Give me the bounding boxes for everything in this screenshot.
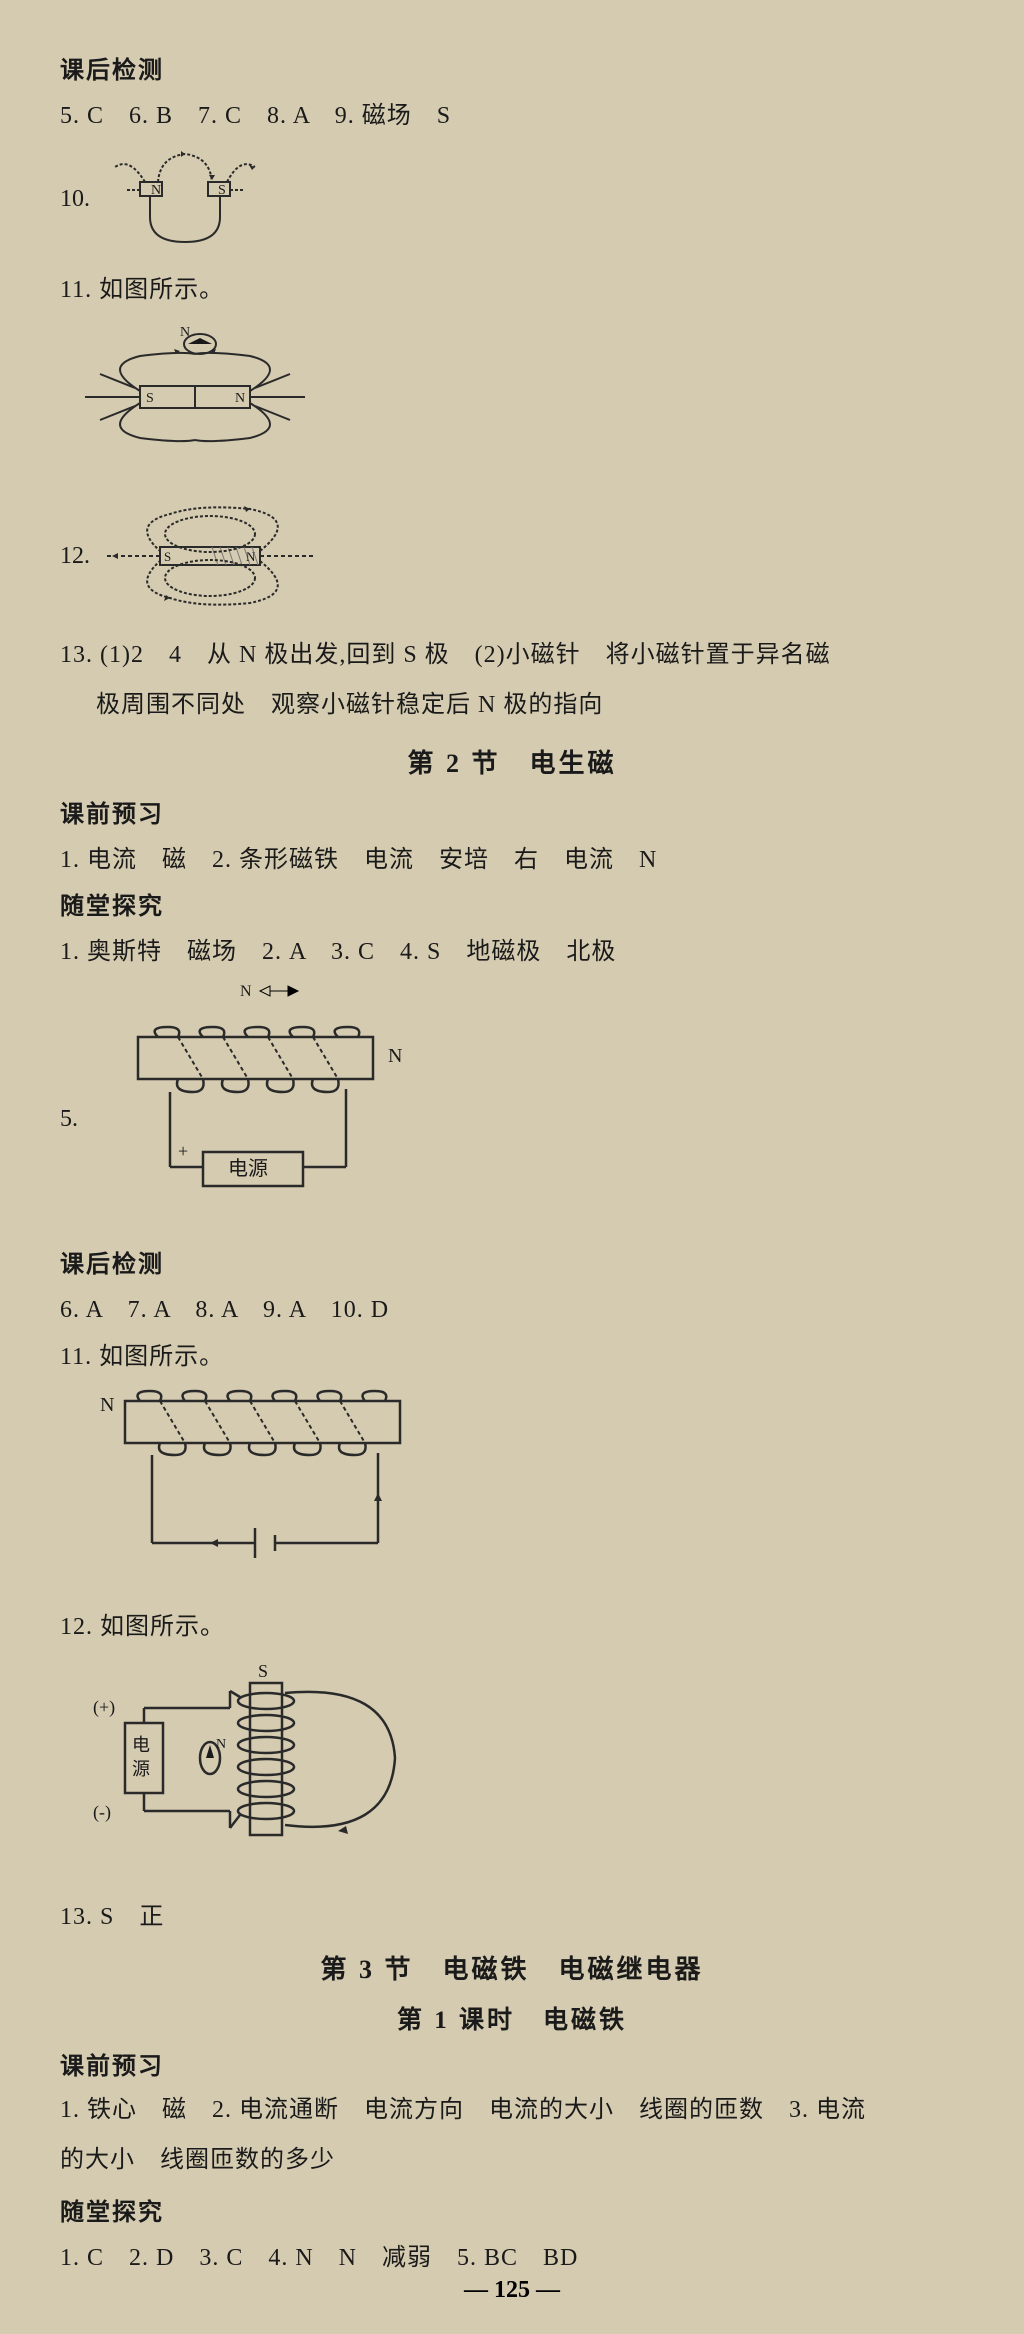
figure-12b-solenoid-loop: 电 源 (+) (-) S — [90, 1653, 430, 1878]
section3-pre-1: 1. 铁心 磁 2. 电流通断 电流方向 电流的大小 线圈的匝数 3. 电流 — [60, 2091, 964, 2129]
answers-6-10: 6. A 7. A 8. A 9. A 10. D — [60, 1289, 964, 1324]
section3-title: 第 3 节 电磁铁 电磁继电器 — [60, 1949, 964, 1986]
figure-5-solenoid: N 电源 + — [88, 1007, 428, 1232]
svg-text:N: N — [240, 983, 252, 1000]
section2-inclass-heading: 随堂探究 — [60, 886, 964, 921]
svg-text:N: N — [180, 325, 190, 340]
svg-text:N: N — [235, 391, 245, 406]
section1-heading: 课后检测 — [60, 50, 964, 85]
section3-pre-heading: 课前预习 — [60, 2046, 964, 2081]
svg-text:N: N — [216, 1737, 226, 1752]
item-12b-text: 12. 如图所示。 — [60, 1606, 964, 1641]
svg-text:S: S — [146, 391, 154, 406]
svg-text:S: S — [258, 1661, 268, 1681]
section2-pre-heading: 课前预习 — [60, 794, 964, 829]
figure-11-bar-magnet: S N N — [80, 316, 310, 471]
item-13b: 13. S 正 — [60, 1896, 964, 1931]
item-13-line2: 极周围不同处 观察小磁针稳定后 N 极的指向 — [60, 686, 964, 724]
svg-text:S: S — [164, 549, 171, 564]
compass-icon: N — [240, 978, 300, 1008]
item-5-number: 5. — [60, 1106, 78, 1133]
svg-text:电: 电 — [132, 1735, 150, 1755]
item-10-number: 10. — [60, 186, 90, 213]
page-number: — 125 — — [0, 2277, 1024, 2304]
item-12-number: 12. — [60, 543, 90, 570]
answers-5-9: 5. C 6. B 7. C 8. A 9. 磁场 S — [60, 95, 964, 130]
svg-text:N: N — [388, 1045, 402, 1067]
item-11-text: 11. 如图所示。 — [60, 269, 964, 304]
svg-text:N: N — [100, 1394, 114, 1416]
section3-inclass-heading: 随堂探究 — [60, 2192, 964, 2227]
svg-text:N: N — [151, 183, 161, 198]
section2-pre-1: 1. 电流 磁 2. 条形磁铁 电流 安培 右 电流 N — [60, 839, 964, 874]
svg-text:+: + — [178, 1141, 188, 1161]
section2-post-heading: 课后检测 — [60, 1244, 964, 1279]
svg-text:电源: 电源 — [228, 1157, 268, 1180]
item-13-line1: 13. (1)2 4 从 N 极出发,回到 S 极 (2)小磁针 将小磁针置于异… — [60, 636, 964, 674]
svg-text:源: 源 — [132, 1759, 150, 1779]
svg-text:(+): (+) — [93, 1697, 115, 1718]
figure-11b-solenoid: N — [80, 1383, 440, 1588]
svg-text:N: N — [246, 549, 256, 564]
figure-10-u-magnet: N S — [100, 142, 270, 257]
section3-subtitle: 第 1 课时 电磁铁 — [60, 2000, 964, 2036]
section2-title: 第 2 节 电生磁 — [60, 743, 964, 780]
svg-text:S: S — [218, 183, 226, 198]
svg-text:(-): (-) — [93, 1802, 111, 1823]
section3-pre-1b: 的大小 线圈匝数的多少 — [60, 2141, 964, 2179]
section2-in-1: 1. 奥斯特 磁场 2. A 3. C 4. S 地磁极 北极 — [60, 931, 964, 966]
item-11b-text: 11. 如图所示。 — [60, 1336, 964, 1371]
section3-in-1: 1. C 2. D 3. C 4. N N 减弱 5. BC BD — [60, 2237, 964, 2272]
figure-12-bar-magnet: S N — [100, 489, 320, 624]
